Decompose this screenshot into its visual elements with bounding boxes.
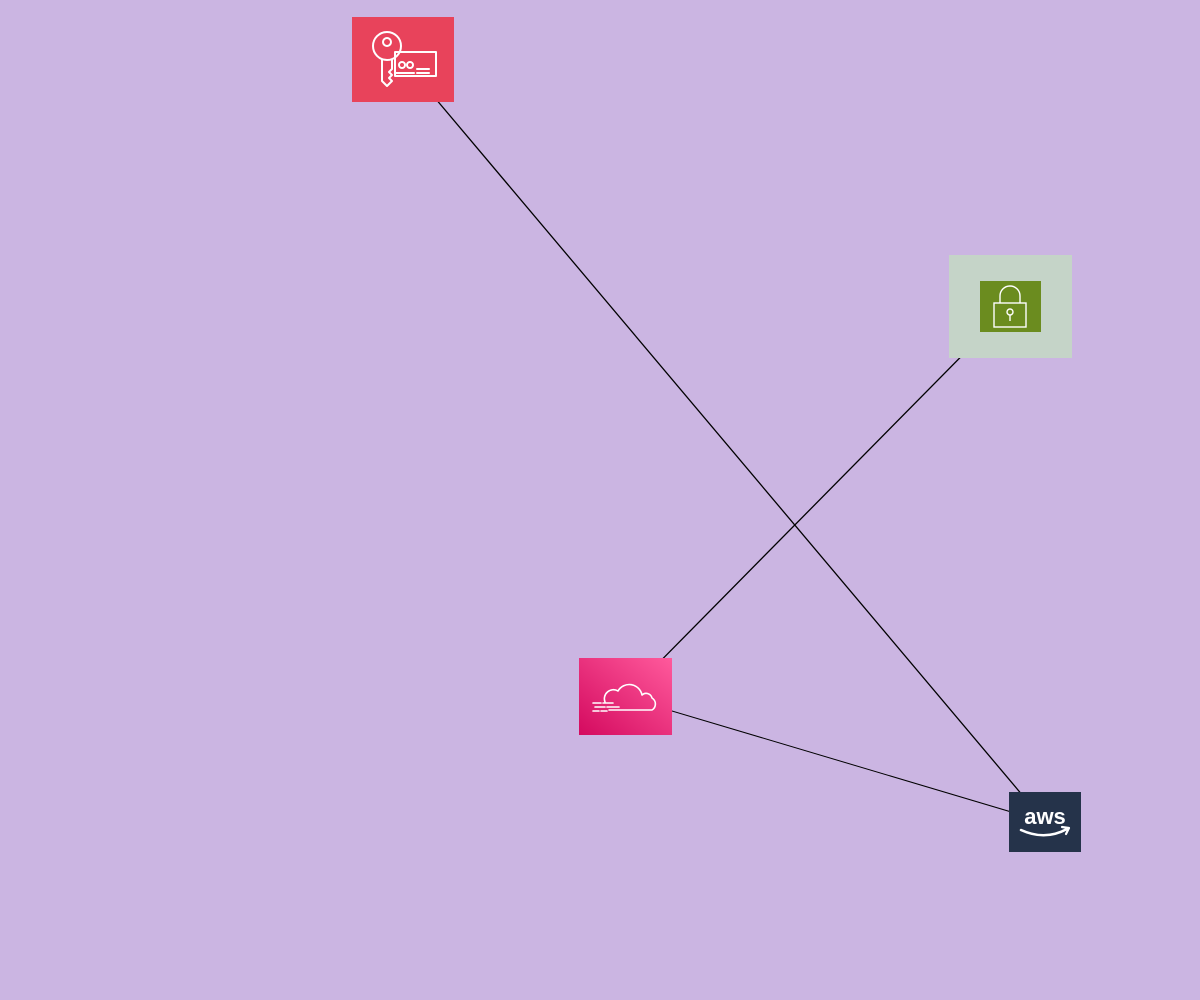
- edge-aws-to-cloud[interactable]: [624, 695, 1046, 823]
- key-certificate-node[interactable]: [352, 17, 454, 102]
- edge-key-to-aws[interactable]: [402, 59, 1046, 823]
- aws-logo-node[interactable]: aws: [1009, 792, 1081, 852]
- key-certificate-icon: [352, 17, 454, 102]
- edge-cloud-to-lock[interactable]: [624, 305, 1012, 698]
- aws-logo-text: aws: [1024, 804, 1066, 829]
- cloud-data-stream-icon: [579, 658, 672, 735]
- cloud-data-stream-node[interactable]: [579, 658, 672, 735]
- aws-logo-icon: aws: [1009, 792, 1081, 852]
- padlock-icon: [980, 281, 1041, 332]
- padlock-node[interactable]: [980, 281, 1041, 332]
